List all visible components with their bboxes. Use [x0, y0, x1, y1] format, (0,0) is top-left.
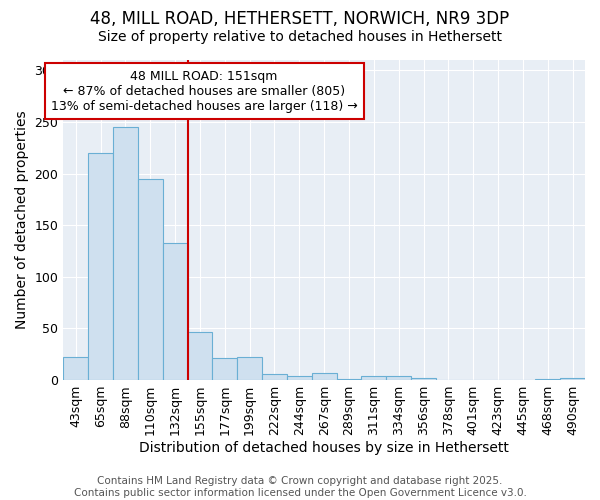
- Bar: [113, 127, 138, 380]
- Text: Contains HM Land Registry data © Crown copyright and database right 2025.
Contai: Contains HM Land Registry data © Crown c…: [74, 476, 526, 498]
- Bar: [138, 178, 163, 380]
- Text: Size of property relative to detached houses in Hethersett: Size of property relative to detached ho…: [98, 30, 502, 44]
- Bar: [287, 376, 312, 380]
- Y-axis label: Number of detached properties: Number of detached properties: [15, 110, 29, 330]
- Bar: [361, 376, 386, 380]
- Bar: [386, 376, 411, 380]
- Bar: [560, 378, 585, 380]
- Bar: [88, 153, 113, 380]
- Bar: [411, 378, 436, 380]
- Bar: [337, 379, 361, 380]
- Bar: [237, 358, 262, 380]
- Text: 48 MILL ROAD: 151sqm
← 87% of detached houses are smaller (805)
13% of semi-deta: 48 MILL ROAD: 151sqm ← 87% of detached h…: [51, 70, 358, 112]
- Bar: [535, 379, 560, 380]
- X-axis label: Distribution of detached houses by size in Hethersett: Distribution of detached houses by size …: [139, 441, 509, 455]
- Text: 48, MILL ROAD, HETHERSETT, NORWICH, NR9 3DP: 48, MILL ROAD, HETHERSETT, NORWICH, NR9 …: [91, 10, 509, 28]
- Bar: [63, 358, 88, 380]
- Bar: [188, 332, 212, 380]
- Bar: [312, 373, 337, 380]
- Bar: [212, 358, 237, 380]
- Bar: [262, 374, 287, 380]
- Bar: [163, 243, 188, 380]
